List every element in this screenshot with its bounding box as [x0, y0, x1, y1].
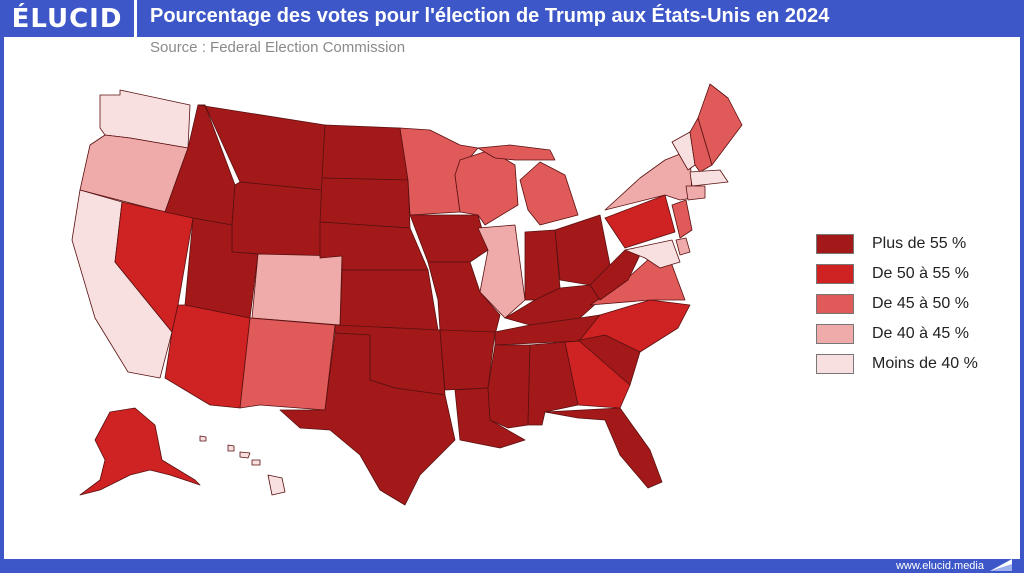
- state-hi-islet-2[interactable]: [239, 451, 251, 459]
- frame-left: [0, 37, 4, 573]
- state-ar[interactable]: [439, 329, 496, 391]
- legend-item: De 50 à 55 %: [816, 259, 978, 289]
- state-in[interactable]: [524, 229, 561, 301]
- state-wi[interactable]: [454, 149, 519, 226]
- state-hi-islet-4[interactable]: [199, 435, 207, 442]
- state-nj[interactable]: [671, 199, 693, 239]
- legend-label: Moins de 40 %: [872, 355, 978, 372]
- state-nm[interactable]: [239, 317, 336, 411]
- state-hi[interactable]: [267, 474, 286, 496]
- legend-swatch: [816, 264, 854, 284]
- state-mo[interactable]: [427, 261, 501, 336]
- state-md[interactable]: [624, 239, 681, 269]
- logo-divider: [134, 0, 137, 37]
- state-ak[interactable]: [79, 407, 201, 496]
- legend: Plus de 55 % De 50 à 55 % De 45 à 50 % D…: [816, 229, 978, 379]
- legend-item: Moins de 40 %: [816, 349, 978, 379]
- state-de[interactable]: [675, 237, 691, 256]
- state-nh[interactable]: [689, 117, 713, 173]
- state-ct[interactable]: [685, 185, 706, 201]
- page-title: Pourcentage des votes pour l'élection de…: [150, 5, 830, 27]
- state-nc[interactable]: [579, 299, 691, 353]
- state-tx[interactable]: [279, 332, 456, 506]
- elucid-mark-icon: [990, 559, 1012, 571]
- state-ma[interactable]: [689, 169, 729, 187]
- state-co[interactable]: [251, 253, 343, 326]
- legend-label: De 45 à 50 %: [872, 295, 969, 312]
- legend-item: Plus de 55 %: [816, 229, 978, 259]
- state-mi[interactable]: [519, 161, 579, 226]
- state-sd[interactable]: [319, 177, 411, 229]
- state-hi-islet-3[interactable]: [251, 459, 261, 466]
- legend-item: De 40 à 45 %: [816, 319, 978, 349]
- legend-swatch: [816, 294, 854, 314]
- footer-url[interactable]: www.elucid.media: [895, 560, 984, 572]
- legend-item: De 45 à 50 %: [816, 289, 978, 319]
- state-ms[interactable]: [487, 344, 531, 429]
- state-az[interactable]: [164, 304, 251, 409]
- state-ia[interactable]: [409, 214, 489, 263]
- legend-swatch: [816, 324, 854, 344]
- legend-label: De 40 à 45 %: [872, 325, 969, 342]
- us-map: [71, 83, 743, 506]
- state-pa[interactable]: [604, 194, 676, 249]
- elucid-logo[interactable]: ÉLUCID: [11, 3, 123, 34]
- state-mi-up[interactable]: [477, 144, 556, 161]
- source-note: Source : Federal Election Commission: [150, 39, 406, 56]
- legend-label: Plus de 55 %: [872, 235, 967, 252]
- state-wy[interactable]: [231, 181, 323, 259]
- state-hi-islet-1[interactable]: [227, 444, 235, 452]
- state-fl[interactable]: [544, 407, 663, 489]
- legend-label: De 50 à 55 %: [872, 265, 969, 282]
- state-nd[interactable]: [321, 124, 409, 181]
- footer-bar: [0, 559, 1024, 573]
- state-ks[interactable]: [339, 269, 439, 331]
- legend-swatch: [816, 234, 854, 254]
- header-bar: [0, 0, 1024, 37]
- subtitle-bar: [137, 37, 1024, 59]
- legend-swatch: [816, 354, 854, 374]
- frame-right: [1020, 37, 1024, 573]
- state-me[interactable]: [697, 83, 743, 166]
